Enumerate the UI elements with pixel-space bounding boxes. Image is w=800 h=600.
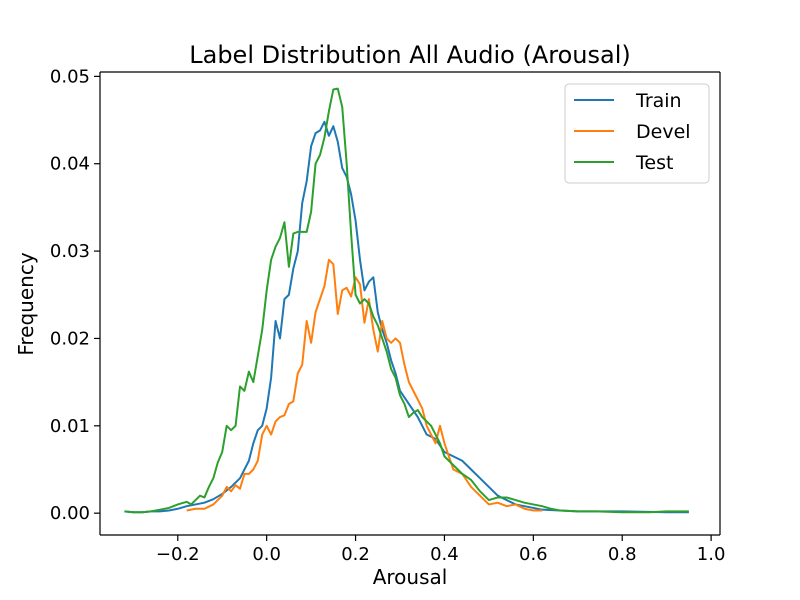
y-tick-label: 0.05 <box>50 66 90 87</box>
chart-title: Label Distribution All Audio (Arousal) <box>189 41 631 69</box>
legend-label-train: Train <box>635 90 682 112</box>
y-axis-label: Frequency <box>14 252 38 355</box>
y-tick-label: 0.04 <box>50 154 90 175</box>
plot-frame <box>99 71 721 536</box>
y-tick-label: 0.02 <box>50 328 90 349</box>
series-layer <box>124 87 689 514</box>
legend-items: Train Devel Test <box>574 90 691 174</box>
legend-label-test: Test <box>635 152 673 174</box>
legend-box <box>564 83 710 184</box>
legend-label-devel: Devel <box>636 121 691 143</box>
x-tick-label: −0.2 <box>156 544 200 565</box>
y-tick-label: 0.01 <box>50 416 90 437</box>
x-tick-label: 0.6 <box>519 544 548 565</box>
legend: Train Devel Test <box>564 83 710 184</box>
x-ticks: −0.2 0.0 0.2 0.4 0.6 0.8 1.0 <box>156 535 726 565</box>
series-line-test <box>124 87 689 514</box>
y-tick-label: 0.03 <box>50 241 90 262</box>
x-tick-label: 0.4 <box>430 544 459 565</box>
x-tick-label: 1.0 <box>697 544 726 565</box>
series-line-devel <box>186 258 543 512</box>
x-tick-label: 0.8 <box>608 544 637 565</box>
x-tick-label: 0.0 <box>252 544 281 565</box>
x-tick-label: 0.2 <box>341 544 370 565</box>
y-ticks: 0.00 0.01 0.02 0.03 0.04 0.05 <box>50 66 100 524</box>
series-line-train <box>124 120 689 514</box>
y-tick-label: 0.00 <box>50 503 90 524</box>
x-axis-label: Arousal <box>373 565 448 589</box>
